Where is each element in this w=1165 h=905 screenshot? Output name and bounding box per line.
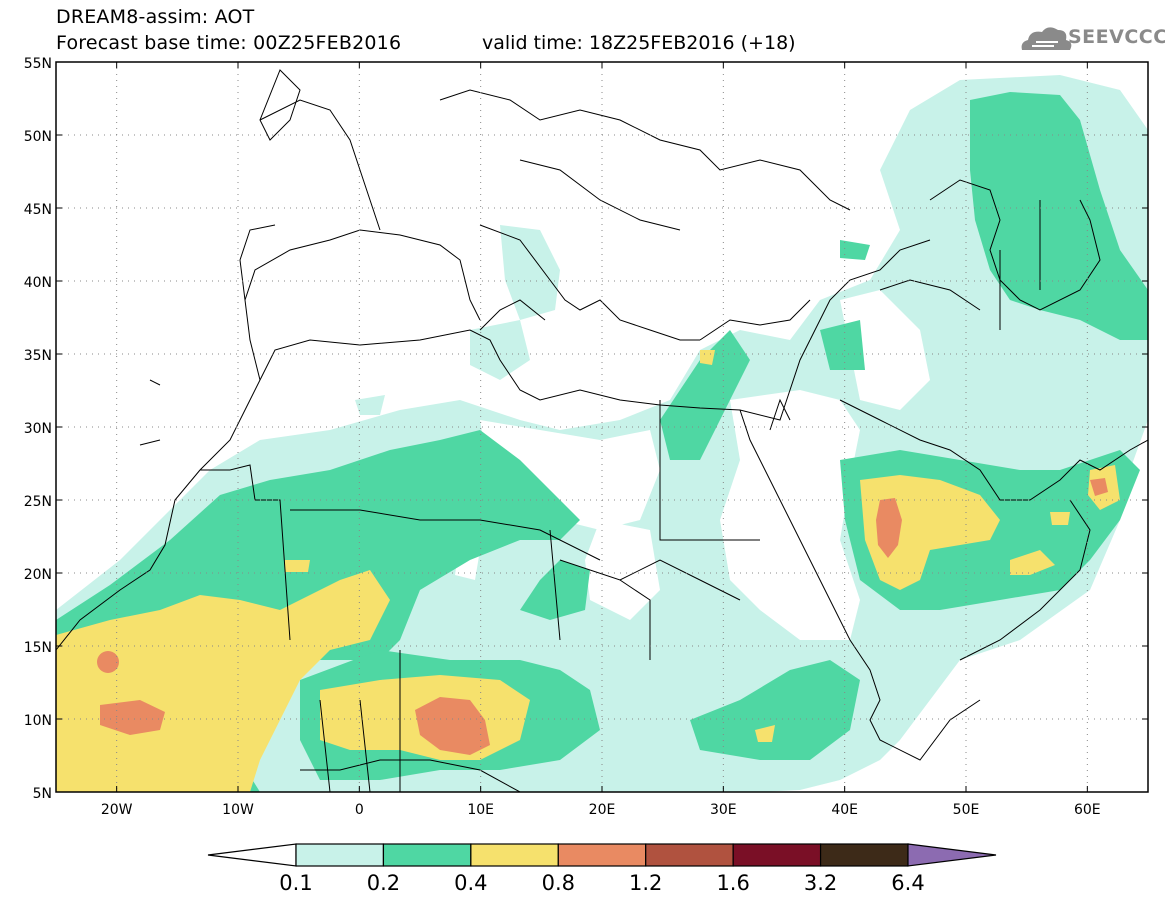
aot-layer-0.8 xyxy=(97,478,1108,755)
logo-text: SEEVCCC xyxy=(1068,26,1165,48)
colorbar-arrow-high xyxy=(907,843,997,867)
colorbar-label: 0.4 xyxy=(454,871,487,895)
lon-label: 10W xyxy=(222,802,254,818)
colorbar-label: 3.2 xyxy=(804,871,837,895)
colorbar-arrow-low xyxy=(207,843,297,867)
lat-label: 35N xyxy=(24,348,52,364)
colorbar-box xyxy=(470,843,559,867)
lat-label: 50N xyxy=(24,129,52,145)
colorbar-box xyxy=(295,843,385,867)
lat-label: 30N xyxy=(24,421,52,437)
lat-label: 45N xyxy=(24,202,52,218)
colorbar-box xyxy=(732,843,822,867)
lat-label: 10N xyxy=(24,713,52,729)
colorbar-box xyxy=(557,843,647,867)
lon-label: 30E xyxy=(710,802,737,818)
map-title: DREAM8-assim: AOT xyxy=(56,6,255,28)
colorbar-label: 1.2 xyxy=(629,871,662,895)
colorbar: 0.1 0.2 0.4 0.8 1.2 1.6 3.2 6.4 xyxy=(207,843,997,895)
colorbar-box xyxy=(645,843,734,867)
lon-label: 0 xyxy=(355,802,364,818)
lat-label: 40N xyxy=(24,275,52,291)
cloud-icon xyxy=(1021,27,1072,50)
lat-label: 20N xyxy=(24,567,52,583)
colorbar-box xyxy=(382,843,472,867)
coastlines xyxy=(56,69,1148,792)
longitude-axis: 20W 10W 0 10E 20E 30E 40E 50E 60E xyxy=(101,62,1101,818)
forecast-base-time: Forecast base time: 00Z25FEB2016 xyxy=(56,32,402,54)
colorbar-label: 0.8 xyxy=(542,871,575,895)
map-grid xyxy=(56,62,1148,792)
lat-label: 25N xyxy=(24,494,52,510)
lat-label: 5N xyxy=(33,786,52,802)
lon-label: 60E xyxy=(1074,802,1101,818)
colorbar-label: 0.1 xyxy=(279,871,312,895)
lon-label: 20E xyxy=(589,802,616,818)
colorbar-label: 0.2 xyxy=(367,871,400,895)
colorbar-label: 6.4 xyxy=(891,871,924,895)
valid-time: valid time: 18Z25FEB2016 (+18) xyxy=(482,32,796,54)
latitude-axis: 55N 50N 45N 40N 35N 30N 25N 20N 15N 10N 5N xyxy=(24,56,1148,802)
lat-label: 15N xyxy=(24,640,52,656)
lat-label: 55N xyxy=(24,56,52,72)
lon-label: 50E xyxy=(953,802,980,818)
lon-label: 40E xyxy=(831,802,858,818)
lon-label: 10E xyxy=(467,802,494,818)
colorbar-label: 1.6 xyxy=(716,871,749,895)
lon-label: 20W xyxy=(101,802,133,818)
colorbar-box xyxy=(819,843,909,867)
